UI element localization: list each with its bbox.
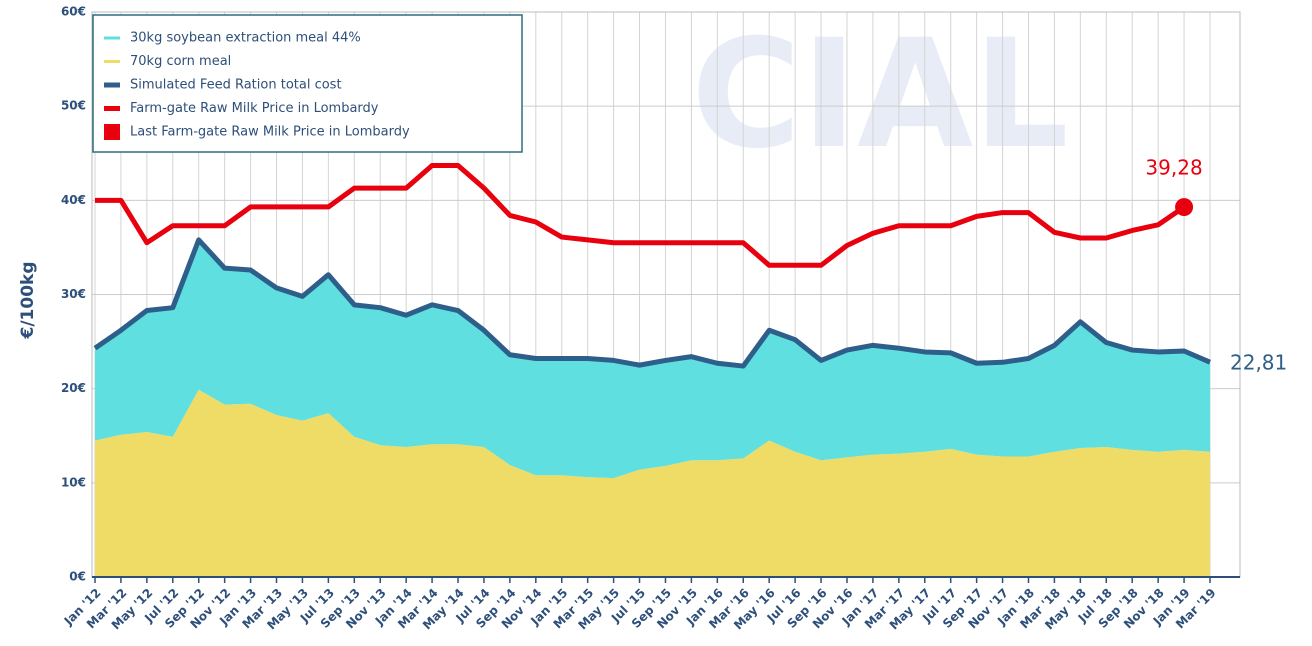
y-tick-label: 30€ <box>61 287 86 301</box>
y-tick-label: 50€ <box>61 99 86 113</box>
legend-swatch <box>104 124 120 140</box>
y-tick-label: 10€ <box>61 475 86 489</box>
y-axis-label: €/100kg <box>18 262 38 340</box>
data-label: 39,28 <box>1145 156 1202 180</box>
legend-label: Simulated Feed Ration total cost <box>130 78 342 93</box>
line <box>93 237 1211 369</box>
legend-label: Farm-gate Raw Milk Price in Lombardy <box>130 101 379 116</box>
y-tick-label: 60€ <box>61 5 86 19</box>
last-point <box>1175 198 1194 217</box>
line <box>95 162 1186 268</box>
watermark: CIAL <box>691 8 1069 182</box>
y-tick-label: 20€ <box>61 381 86 395</box>
y-tick-label: 0€ <box>69 570 86 584</box>
data-label: 22,81 <box>1230 351 1287 375</box>
area <box>95 239 1210 479</box>
legend-box <box>92 14 523 153</box>
legend-label: 70kg corn meal <box>130 54 231 69</box>
legend-label: 30kg soybean extraction meal 44% <box>130 31 361 46</box>
area <box>95 389 1210 577</box>
y-tick-label: 40€ <box>61 193 86 207</box>
legend-label: Last Farm-gate Raw Milk Price in Lombard… <box>130 125 410 140</box>
